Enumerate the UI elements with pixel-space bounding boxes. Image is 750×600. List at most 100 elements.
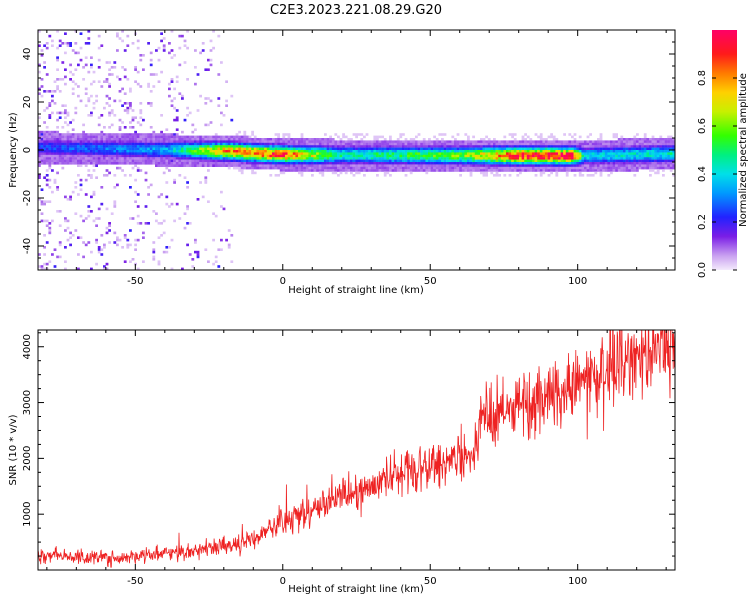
spectrogram-cell bbox=[259, 164, 262, 167]
spectrogram-cell bbox=[378, 162, 382, 165]
spectrogram-cell bbox=[282, 171, 286, 175]
spectrogram-cell bbox=[84, 104, 88, 107]
spectrogram-cell bbox=[69, 150, 72, 153]
spectrogram-cell bbox=[144, 152, 148, 155]
spectrogram-cell bbox=[654, 162, 657, 165]
spectrogram-cell bbox=[209, 142, 213, 146]
spectrogram-cell bbox=[534, 147, 538, 151]
spectrogram-cell bbox=[589, 174, 592, 177]
spectrogram-cell bbox=[246, 166, 249, 170]
spectrogram-cell bbox=[58, 210, 62, 213]
spectrogram-cell bbox=[38, 198, 41, 201]
spectrogram-cell bbox=[246, 138, 249, 141]
spectrogram-cell bbox=[71, 118, 75, 122]
spectrogram-cell bbox=[287, 150, 291, 153]
spectrogram-cell bbox=[129, 152, 132, 155]
spectrogram-cell bbox=[412, 138, 416, 141]
spectrogram-cell bbox=[305, 147, 309, 151]
spectrogram-cell bbox=[51, 159, 54, 163]
spectrogram-cell bbox=[555, 174, 559, 177]
spectrogram-cell bbox=[378, 154, 382, 158]
spectrogram-cell bbox=[659, 162, 663, 165]
spectrogram-cell bbox=[227, 246, 231, 249]
spectrogram-cell bbox=[162, 135, 166, 139]
spectrogram-cell bbox=[147, 150, 150, 153]
spectrogram-cell bbox=[248, 154, 252, 158]
spectrogram-cell bbox=[48, 159, 52, 163]
spectrogram-cell bbox=[448, 157, 452, 160]
spectrogram-cell bbox=[134, 135, 137, 139]
spectrogram-cell bbox=[420, 169, 423, 172]
spectrogram-cell bbox=[56, 154, 59, 158]
spectrogram-cell bbox=[550, 157, 553, 160]
spectrogram-cell bbox=[168, 142, 171, 146]
spectrogram-cell bbox=[633, 157, 637, 160]
spectrogram-cell bbox=[155, 164, 158, 167]
spectrogram-cell bbox=[61, 61, 65, 64]
spectrogram-cell bbox=[370, 164, 374, 167]
spectrogram-cell bbox=[149, 102, 153, 105]
spectrogram-cell bbox=[428, 166, 431, 170]
spectrogram-cell bbox=[77, 140, 80, 143]
spectrogram-cell bbox=[222, 142, 226, 146]
spectrogram-cell bbox=[64, 229, 67, 232]
spectrogram-cell bbox=[181, 138, 184, 141]
spectrogram-cell bbox=[615, 154, 618, 158]
spectrogram-cell bbox=[667, 142, 670, 146]
spectrogram-cell bbox=[230, 147, 234, 151]
spectrogram-cell bbox=[136, 214, 140, 218]
spectrogram-cell bbox=[446, 140, 449, 143]
spectrogram-cell bbox=[396, 166, 400, 170]
spectrogram-cell bbox=[667, 147, 670, 151]
spectrogram-cell bbox=[126, 78, 130, 81]
spectrogram-cell bbox=[126, 111, 130, 115]
spectrogram-cell bbox=[464, 162, 468, 165]
spectrogram-cell bbox=[617, 166, 621, 170]
spectrogram-cell bbox=[394, 169, 397, 172]
spectrogram-cell bbox=[560, 145, 564, 148]
spectrogram-cell bbox=[64, 82, 67, 86]
spectrogram-cell bbox=[381, 164, 384, 167]
spectrogram-cell bbox=[532, 147, 535, 151]
spectrogram-cell bbox=[490, 159, 494, 163]
spectrogram-cell bbox=[131, 140, 135, 143]
spectrogram-cell bbox=[324, 152, 327, 155]
spectrogram-cell bbox=[123, 162, 127, 165]
spectrogram-cell bbox=[56, 255, 59, 259]
spectrogram-cell bbox=[318, 147, 322, 151]
spectrogram-cell bbox=[126, 106, 130, 110]
spectrogram-cell bbox=[337, 159, 340, 163]
spectrogram-cell bbox=[493, 159, 496, 163]
spectrogram-cell bbox=[207, 145, 210, 148]
spectrogram-cell bbox=[123, 102, 127, 105]
spectrogram-cell bbox=[589, 162, 592, 165]
spectrogram-cell bbox=[48, 133, 52, 136]
spectrogram-cell bbox=[144, 178, 148, 182]
spectrogram-cell bbox=[521, 145, 525, 148]
spectrogram-cell bbox=[186, 157, 189, 160]
spectrogram-cell bbox=[552, 164, 556, 167]
spectrogram-cell bbox=[97, 248, 101, 251]
spectrogram-cell bbox=[253, 152, 257, 155]
spectrogram-cell bbox=[220, 138, 223, 141]
spectrogram-cell bbox=[669, 169, 673, 172]
spectrogram-cell bbox=[389, 154, 392, 158]
spectrogram-cell bbox=[456, 159, 460, 163]
spectrogram-cell bbox=[344, 147, 348, 151]
spectrogram-cell bbox=[51, 150, 54, 153]
spectrogram-cell bbox=[204, 162, 208, 165]
spectrogram-cell bbox=[87, 142, 91, 146]
spectrogram-cell bbox=[641, 150, 644, 153]
spectrogram-cell bbox=[318, 162, 322, 165]
spectrogram-cell bbox=[266, 147, 270, 151]
spectrogram-cell bbox=[77, 253, 80, 256]
spectrogram-cell bbox=[339, 152, 343, 155]
spectrogram-cell bbox=[615, 135, 618, 139]
spectrogram-cell bbox=[181, 142, 184, 146]
spectrogram-cell bbox=[620, 157, 624, 160]
spectrogram-cell bbox=[646, 159, 650, 163]
spectrogram-cell bbox=[240, 145, 244, 148]
spectrogram-cell bbox=[581, 174, 585, 177]
spectrogram-cell bbox=[77, 193, 80, 196]
spectrogram-cell bbox=[664, 140, 668, 143]
